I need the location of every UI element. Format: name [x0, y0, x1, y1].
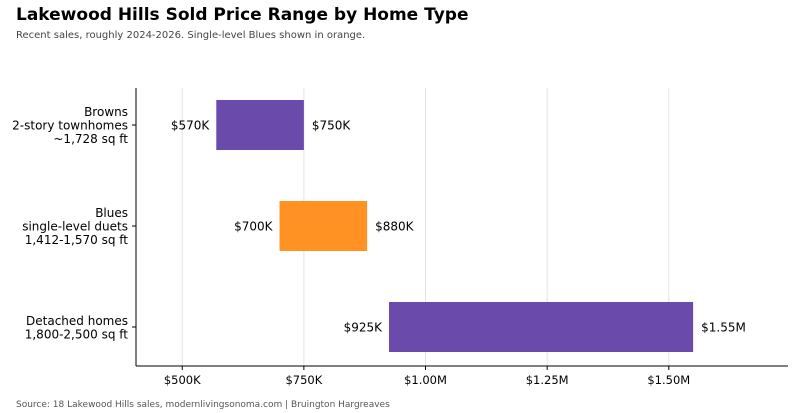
low-value-label: $700K	[234, 220, 274, 234]
category-label: Browns 2-story townhomes ~1,728 sq ft	[12, 105, 128, 146]
x-tick-label: $1.00M	[404, 373, 447, 387]
chart-title: Lakewood Hills Sold Price Range by Home …	[16, 5, 469, 25]
range-bar	[216, 100, 304, 150]
x-tick-label: $750K	[285, 373, 322, 387]
low-value-label: $925K	[344, 321, 384, 335]
high-value-label: $880K	[375, 220, 415, 234]
chart-subtitle: Recent sales, roughly 2024-2026. Single-…	[16, 30, 366, 41]
category-label-line: Browns	[84, 105, 128, 119]
category-label: Detached homes 1,800-2,500 sq ft	[25, 314, 129, 342]
category-label-line: Blues	[95, 206, 128, 220]
range-bar	[389, 302, 694, 352]
axes	[132, 88, 788, 370]
x-tick-label: $1.50M	[647, 373, 690, 387]
category-label: Blues single-level duets 1,412-1,570 sq ft	[22, 206, 128, 247]
category-label-line: ~1,728 sq ft	[53, 132, 128, 146]
category-label-line: single-level duets	[22, 220, 128, 234]
category-label-line: 1,800-2,500 sq ft	[25, 327, 129, 341]
labels: $500K $750K $1.00M $1.25M $1.50M $570K $750K Br…	[12, 105, 746, 387]
high-value-label: $1.55M	[701, 321, 746, 335]
category-label-line: 1,412-1,570 sq ft	[25, 233, 129, 247]
range-bar	[279, 201, 368, 251]
x-tick-label: $500K	[164, 373, 201, 387]
category-label-line: Detached homes	[26, 314, 128, 328]
low-value-label: $570K	[171, 119, 211, 133]
x-tick-label: $1.25M	[526, 373, 569, 387]
source-note: Source: 18 Lakewood Hills sales, modernl…	[16, 400, 390, 410]
bars	[216, 100, 694, 352]
high-value-label: $750K	[312, 119, 352, 133]
category-label-line: 2-story townhomes	[12, 119, 128, 133]
